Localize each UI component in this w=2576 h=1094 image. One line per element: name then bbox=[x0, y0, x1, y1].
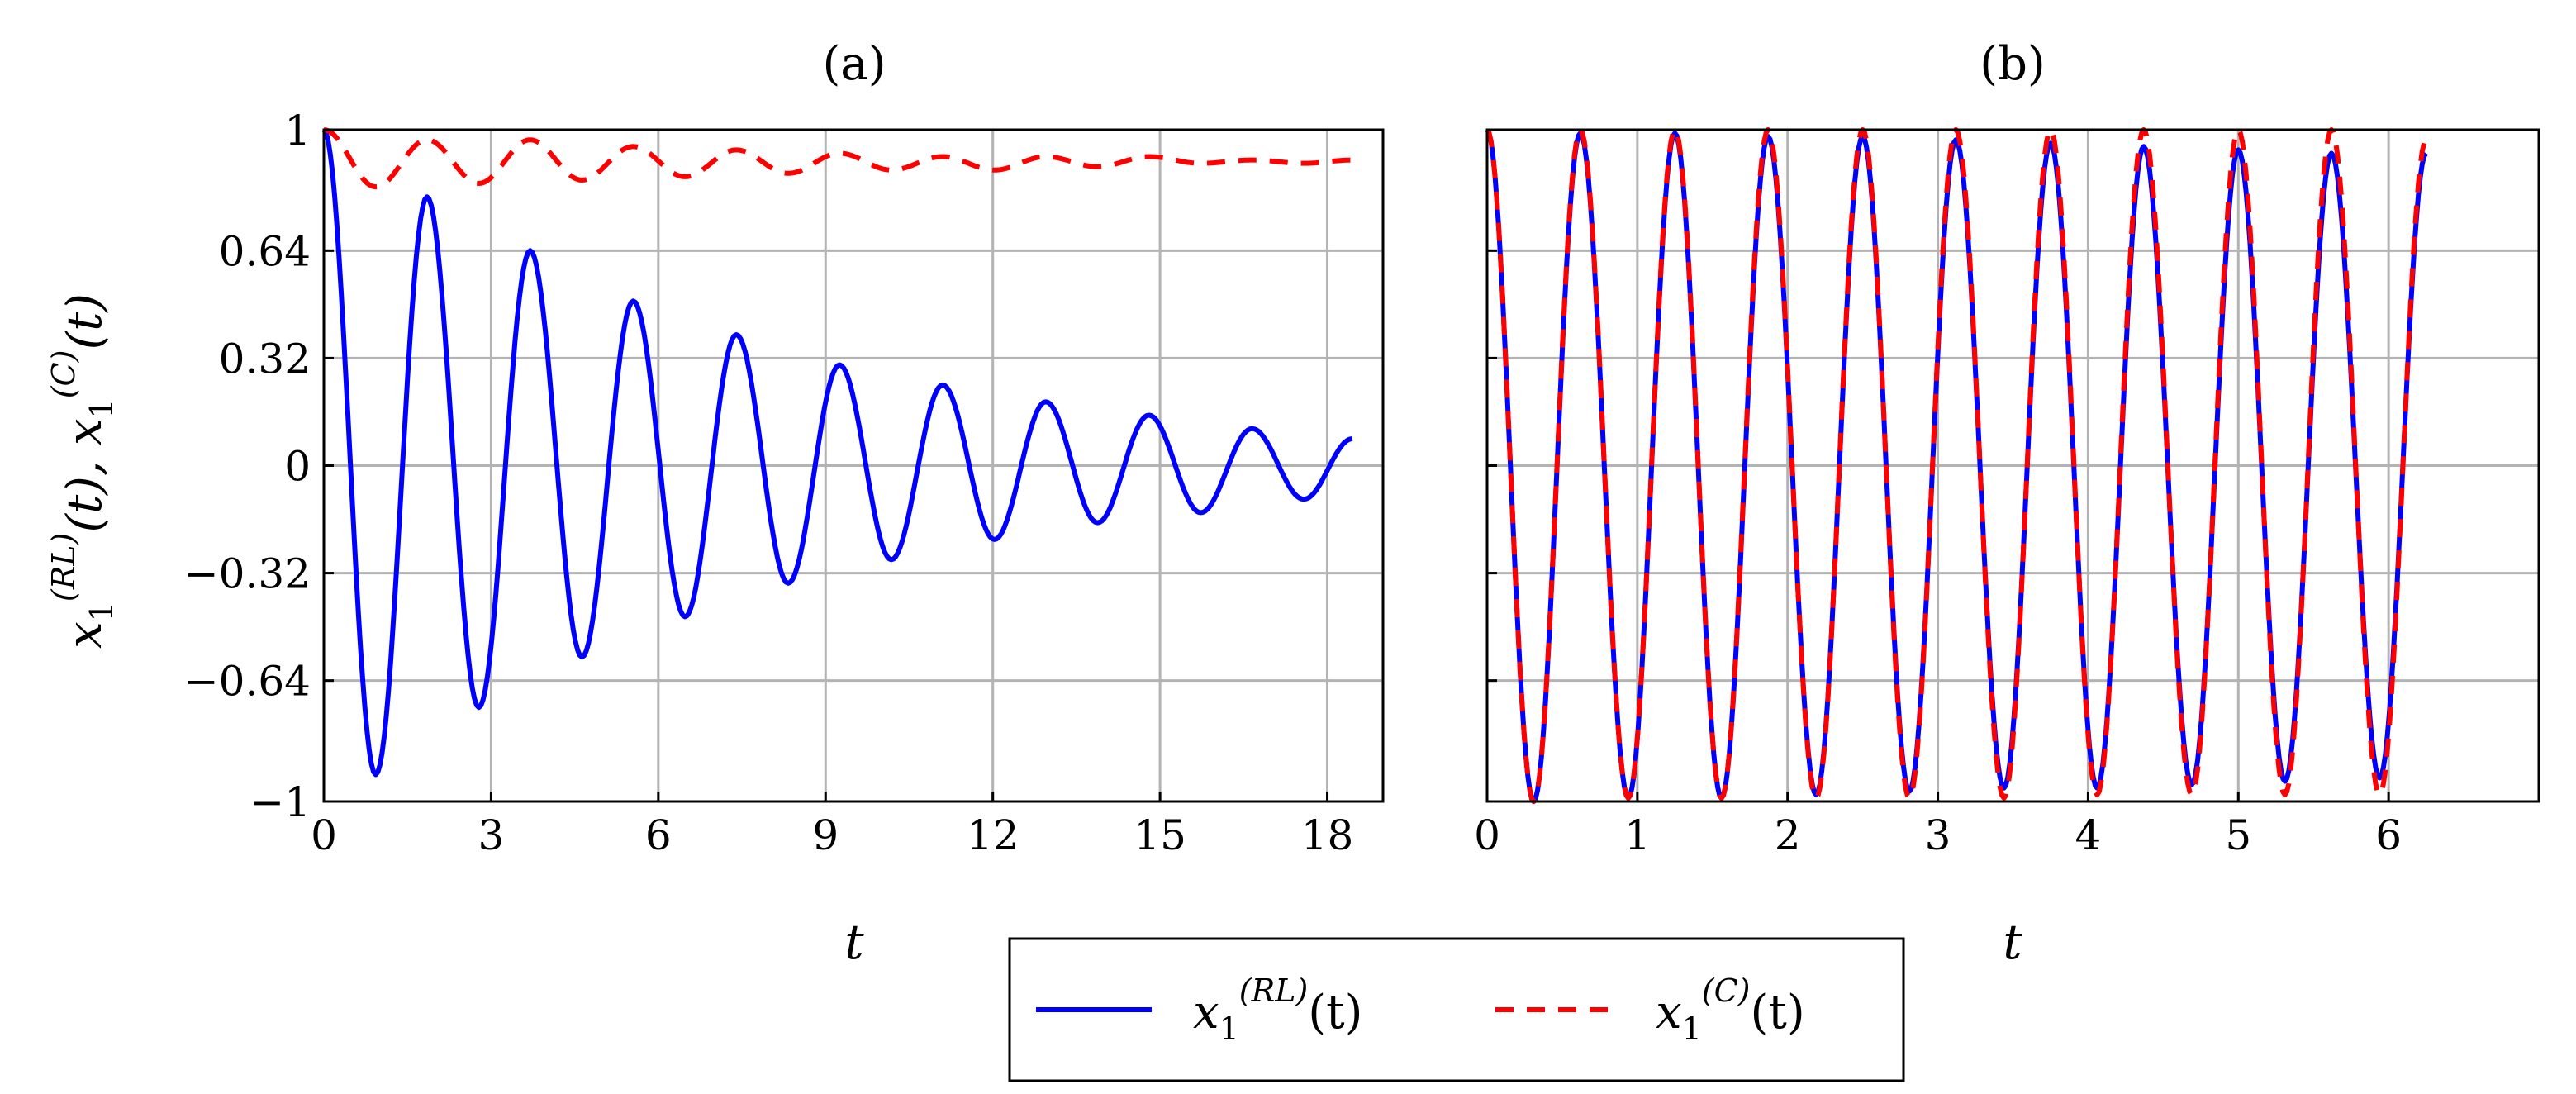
y-tick-label: 0.32 bbox=[219, 335, 311, 383]
x-tick-label: 6 bbox=[2375, 811, 2402, 859]
x-axis-label-a: t bbox=[844, 914, 864, 970]
legend-c-var: x bbox=[1656, 986, 1682, 1039]
panel-b: (b) 0 1 2 3 4 5 6 t bbox=[1474, 37, 2540, 970]
legend-rl-sup: (RL) bbox=[1239, 973, 1309, 1009]
y-tick-label: 1 bbox=[284, 107, 311, 155]
x-tick-label: 0 bbox=[1474, 811, 1500, 859]
x-tick-label: 2 bbox=[1775, 811, 1801, 859]
ticks-b: 0 1 2 3 4 5 6 bbox=[1474, 128, 2402, 859]
ticks-a: 0 3 6 9 12 15 18 −1 −0.64 −0.32 0 0.32 0.64 1 bbox=[184, 107, 1354, 859]
x-tick-label: 15 bbox=[1134, 811, 1186, 859]
y-label-var-2: x bbox=[56, 418, 112, 445]
series-line-c bbox=[323, 127, 1353, 190]
legend: x1(RL)(t) x1(C)(t) bbox=[1008, 937, 1905, 1082]
y-tick-label: −0.64 bbox=[184, 658, 311, 706]
x-tick-label: 0 bbox=[311, 811, 337, 859]
legend-rl-var: x bbox=[1193, 986, 1219, 1039]
y-tick-label: 0 bbox=[284, 443, 311, 491]
legend-label-c: x1(C)(t) bbox=[1656, 973, 1805, 1047]
legend-rl-sub: 1 bbox=[1219, 1011, 1239, 1047]
panel-a-title: (a) bbox=[822, 37, 886, 91]
y-tick-label: −0.32 bbox=[184, 550, 311, 598]
x-tick-label: 4 bbox=[2075, 811, 2102, 859]
y-label-end: (t) bbox=[56, 293, 112, 350]
plot-frame-a bbox=[322, 128, 1385, 803]
x-tick-label: 3 bbox=[1925, 811, 1951, 859]
legend-label-rl: x1(RL)(t) bbox=[1193, 973, 1362, 1047]
series-line-rl bbox=[1485, 128, 2429, 804]
plot-frame-b bbox=[1485, 128, 2540, 803]
legend-rl-tail: (t) bbox=[1308, 986, 1362, 1039]
y-axis-label-a: x1(RL)(t), x1(C)(t) bbox=[45, 293, 120, 649]
y-label-sub-2: 1 bbox=[83, 398, 120, 418]
y-tick-label: 0.64 bbox=[219, 227, 311, 275]
y-label-sub-1: 1 bbox=[83, 602, 120, 621]
panel-a: (a) 0 3 6 9 12 15 18 −1 −0.64 −0.32 0 0.32 0.64 1 t x… bbox=[45, 37, 1385, 970]
series-line-rl bbox=[321, 128, 1353, 778]
x-tick-label: 12 bbox=[967, 811, 1019, 859]
y-tick-label: −1 bbox=[250, 778, 311, 826]
x-tick-label: 6 bbox=[645, 811, 672, 859]
x-tick-label: 1 bbox=[1624, 811, 1651, 859]
y-label-mid: (t), bbox=[56, 445, 112, 532]
x-tick-label: 18 bbox=[1301, 811, 1354, 859]
y-label-var-1: x bbox=[56, 621, 112, 649]
x-tick-label: 9 bbox=[812, 811, 839, 859]
legend-c-tail: (t) bbox=[1751, 986, 1805, 1039]
legend-c-sub: 1 bbox=[1682, 1011, 1702, 1047]
x-tick-label: 5 bbox=[2225, 811, 2251, 859]
legend-box bbox=[1008, 937, 1905, 1082]
series-a bbox=[321, 127, 1353, 778]
y-label-sup-2: (C) bbox=[45, 350, 82, 399]
legend-c-sup: (C) bbox=[1702, 973, 1751, 1009]
panel-b-title: (b) bbox=[1980, 37, 2046, 91]
y-label-sup-1: (RL) bbox=[45, 533, 82, 602]
x-tick-label: 3 bbox=[478, 811, 505, 859]
x-axis-label-b: t bbox=[2003, 914, 2022, 970]
